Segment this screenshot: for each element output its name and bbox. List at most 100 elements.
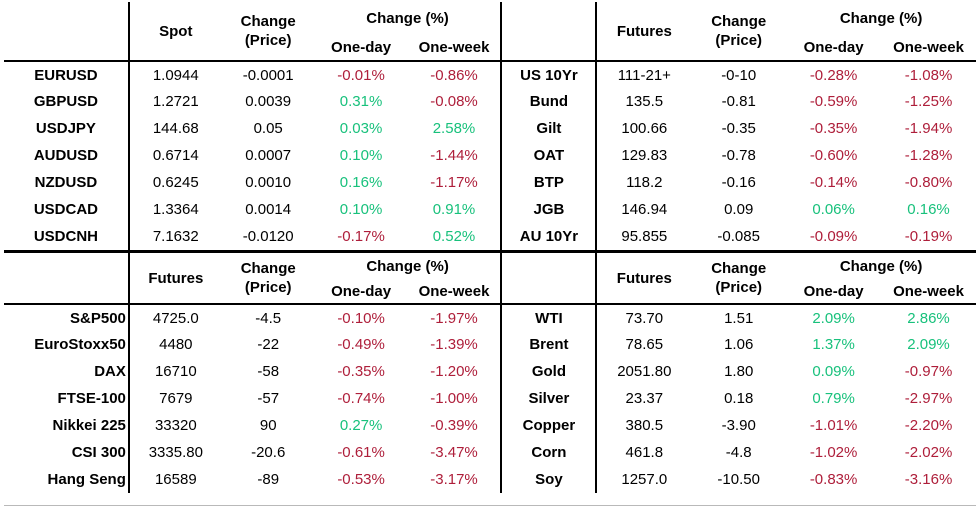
one-week-pct-value: -3.16% xyxy=(904,471,953,488)
one-week-pct-value: 2.09% xyxy=(907,336,950,353)
table-row: US 10Yr 111-21+ -0-10 -0.28% -1.08% xyxy=(500,60,976,88)
change-price-value: 1.51 xyxy=(691,303,787,331)
price-value: 380.5 xyxy=(625,417,664,434)
one-day-pct-value: -0.83% xyxy=(809,471,858,488)
one-day-pct-value: -0.35% xyxy=(809,120,858,137)
instrument-label: DAX xyxy=(4,358,130,385)
bonds-table-header: Futures Change (Price) Change (%) One-da… xyxy=(500,2,976,61)
price-value: 4725.0 xyxy=(128,303,222,331)
fx-table-body: EURUSD 1.0944 -0.0001 -0.01% -0.86% GBPUSD 1.2… xyxy=(4,60,501,250)
change-price-value: -0-10 xyxy=(691,60,787,88)
one-week-pct-value: -0.97% xyxy=(904,363,953,380)
price-value: 146.94 xyxy=(621,201,668,218)
top-band: Spot Change (Price) Change (%) One-day O… xyxy=(4,2,976,253)
table-row: GBPUSD 1.2721 0.0039 0.31% -0.08% xyxy=(4,88,500,115)
one-week-pct-value: 2.58% xyxy=(432,120,476,137)
change-price-value: -58 xyxy=(257,363,280,380)
instrument-label: OAT xyxy=(500,142,598,169)
change-pct-column-header: Change (%) xyxy=(839,258,923,275)
one-week-column-header: One-week xyxy=(418,39,490,56)
table-row: CSI 300 3335.80 -20.6 -0.61% -3.47% xyxy=(4,439,500,466)
corner-cell xyxy=(500,253,598,304)
instrument-label: GBPUSD xyxy=(4,88,130,115)
change-price-value: 0.0039 xyxy=(245,93,292,110)
one-day-pct-value: 0.31% xyxy=(339,93,383,110)
price-value: 7679 xyxy=(159,390,193,407)
one-week-pct-value: -1.28% xyxy=(904,147,953,164)
equities-table-body: S&P500 4725.0 -4.5 -0.10% -1.97% EuroStoxx50 4… xyxy=(4,303,501,493)
instrument-label: EURUSD xyxy=(4,60,130,88)
instrument-label: USDCAD xyxy=(4,196,130,223)
table-row: Nikkei 225 33320 90 0.27% -0.39% xyxy=(4,412,500,439)
price-value: 73.70 xyxy=(596,303,692,331)
table-row: AUDUSD 0.6714 0.0007 0.10% -1.44% xyxy=(4,142,500,169)
instrument-label: USDJPY xyxy=(4,115,130,142)
one-day-column-header: One-day xyxy=(803,39,864,56)
one-day-pct-value: -1.02% xyxy=(809,444,858,461)
one-week-pct-value: -2.20% xyxy=(904,417,953,434)
one-day-pct-value: -0.14% xyxy=(809,174,858,191)
price-value: 129.83 xyxy=(621,147,668,164)
change-price-value: -0.085 xyxy=(717,228,760,245)
change-price-value: -0.78 xyxy=(721,147,756,164)
change-pct-column-header: Change (%) xyxy=(839,10,923,27)
price-value: 135.5 xyxy=(625,93,664,110)
price-value: 2051.80 xyxy=(617,363,672,380)
one-day-pct-value: -0.10% xyxy=(314,303,408,331)
change-price-value: 0.18 xyxy=(724,390,754,407)
one-week-column-header: One-week xyxy=(418,283,490,300)
price-value: 118.2 xyxy=(626,174,663,191)
one-day-pct-value: 0.10% xyxy=(339,201,383,218)
change-price-value: -0.0120 xyxy=(242,228,294,245)
table-row: AU 10Yr 95.855 -0.085 -0.09% -0.19% xyxy=(500,223,976,250)
commodities-table-header: Futures Change (Price) Change (%) One-da… xyxy=(500,253,976,304)
instrument-label: Hang Seng xyxy=(4,466,130,493)
one-day-column-header: One-day xyxy=(331,39,392,56)
change-price-value: 0.0014 xyxy=(245,201,292,218)
one-day-pct-value: 0.03% xyxy=(339,120,383,137)
equities-table: Futures Change (Price) Change (%) One-da… xyxy=(4,253,501,493)
price-value: 461.8 xyxy=(625,444,664,461)
one-week-pct-value: 0.16% xyxy=(907,201,950,218)
price-value: 100.66 xyxy=(621,120,668,137)
change-price-value: 0.0010 xyxy=(245,174,292,191)
instrument-label: Copper xyxy=(500,412,598,439)
price-value: 3335.80 xyxy=(148,444,203,461)
price-value: 7.1632 xyxy=(152,228,199,245)
instrument-label: JGB xyxy=(500,196,598,223)
one-week-pct-value: -1.20% xyxy=(430,363,478,380)
table-row: Corn 461.8 -4.8 -1.02% -2.02% xyxy=(500,439,976,466)
table-row: S&P500 4725.0 -4.5 -0.10% -1.97% xyxy=(4,303,501,331)
one-week-pct-value: -1.17% xyxy=(430,174,478,191)
one-week-pct-value: -1.25% xyxy=(904,93,953,110)
price-value: 23.37 xyxy=(625,390,664,407)
one-day-pct-value: -0.60% xyxy=(809,147,858,164)
one-day-pct-value: -0.01% xyxy=(314,60,408,88)
table-row: JGB 146.94 0.09 0.06% 0.16% xyxy=(500,196,976,223)
price-value: 33320 xyxy=(154,417,197,434)
instrument-label: EuroStoxx50 xyxy=(4,331,130,358)
corner-cell xyxy=(500,2,598,61)
table-row: EuroStoxx50 4480 -22 -0.49% -1.39% xyxy=(4,331,500,358)
change-price-value: 1.80 xyxy=(724,363,754,380)
one-day-pct-value: -0.61% xyxy=(337,444,385,461)
one-week-pct-value: -0.86% xyxy=(407,60,501,88)
price-value: 78.65 xyxy=(625,336,664,353)
change-price-value: 0.0007 xyxy=(245,147,292,164)
one-week-pct-value: 0.91% xyxy=(432,201,476,218)
table-row: Gilt 100.66 -0.35 -0.35% -1.94% xyxy=(500,115,976,142)
price-value: 1.2721 xyxy=(152,93,199,110)
one-day-pct-value: 0.27% xyxy=(339,417,383,434)
price-value: 4480 xyxy=(159,336,193,353)
spot-column-header: Spot xyxy=(159,22,193,40)
price-value: 1.0944 xyxy=(128,60,222,88)
instrument-label: Soy xyxy=(500,466,598,493)
one-week-pct-value: -3.47% xyxy=(430,444,478,461)
instrument-label: USDCNH xyxy=(4,223,130,250)
instrument-label: Brent xyxy=(500,331,598,358)
change-price-value: -10.50 xyxy=(717,471,760,488)
one-week-pct-value: -1.94% xyxy=(904,120,953,137)
change-price-value: -0.35 xyxy=(721,120,756,137)
instrument-label: WTI xyxy=(500,303,598,331)
